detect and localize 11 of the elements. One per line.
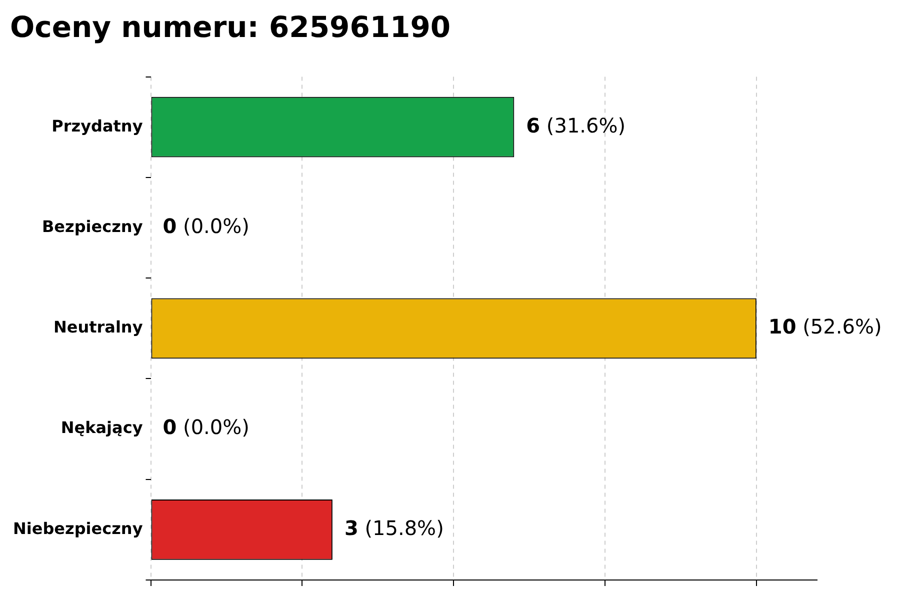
data-label: 3 (15.8%)	[344, 516, 444, 540]
y-tick-label: Nękający	[60, 418, 144, 438]
y-tick-label: Bezpieczny	[42, 216, 144, 236]
y-tick-label: Przydatny	[52, 116, 144, 136]
data-label: 0 (0.0%)	[162, 214, 250, 238]
data-label: 6 (31.6%)	[526, 113, 626, 138]
chart-title: Oceny numeru: 625961190	[10, 10, 451, 44]
data-label: 10 (52.6%)	[768, 314, 882, 339]
y-tick-label: Neutralny	[53, 318, 144, 337]
y-tick-label: Niebezpieczny	[13, 518, 144, 538]
data-label: 0 (0.0%)	[162, 415, 250, 440]
